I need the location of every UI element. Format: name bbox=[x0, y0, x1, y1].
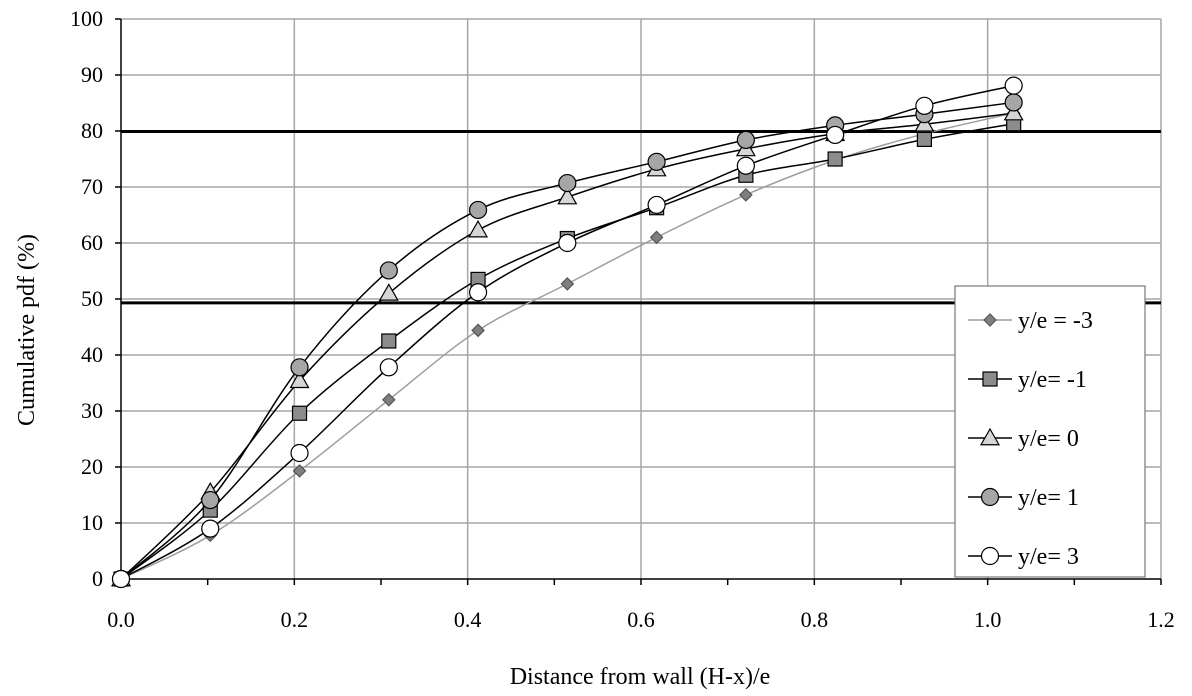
x-tick-label: 0.8 bbox=[801, 607, 829, 632]
data-point bbox=[647, 152, 666, 171]
data-point bbox=[916, 131, 933, 147]
series-4 bbox=[111, 93, 1023, 589]
data-point bbox=[1004, 76, 1023, 95]
data-point bbox=[379, 358, 398, 377]
series-5 bbox=[111, 76, 1023, 589]
data-point bbox=[736, 156, 755, 175]
data-point bbox=[826, 125, 845, 145]
data-point bbox=[1003, 102, 1024, 121]
data-point bbox=[560, 277, 575, 291]
y-tick-label: 80 bbox=[81, 118, 103, 143]
data-point bbox=[736, 130, 755, 150]
legend-label: y/e= 1 bbox=[1018, 485, 1079, 511]
y-tick-label: 60 bbox=[81, 230, 103, 255]
x-tick-label: 1.0 bbox=[974, 607, 1002, 632]
axes: 0 10 20 30 40 50 60 70 80 90 100 0.0 0.2 0.4 0.6 0.8 1.0… bbox=[70, 6, 1175, 632]
legend-marker bbox=[979, 427, 1001, 446]
series-layer bbox=[110, 76, 1024, 589]
data-point bbox=[558, 233, 577, 253]
y-tick-label: 30 bbox=[81, 398, 103, 423]
y-tick-label: 0 bbox=[92, 566, 103, 591]
data-point bbox=[381, 333, 397, 349]
legend-label: y/e= 3 bbox=[1018, 544, 1079, 570]
data-point bbox=[468, 219, 489, 238]
legend-marker bbox=[982, 371, 998, 387]
y-tick-label: 100 bbox=[70, 6, 103, 31]
data-point bbox=[649, 230, 664, 245]
x-axis-title: Distance from wall (H-x)/e bbox=[510, 664, 771, 690]
legend-marker bbox=[980, 546, 1000, 566]
x-tick-label: 0.0 bbox=[107, 607, 135, 632]
series-line bbox=[120, 112, 1014, 580]
data-point bbox=[739, 187, 753, 202]
legend-label: y/e = -3 bbox=[1018, 308, 1093, 334]
y-tick-label: 50 bbox=[81, 286, 103, 311]
data-point bbox=[379, 261, 398, 280]
y-tick-label: 20 bbox=[81, 454, 103, 479]
data-point bbox=[915, 96, 934, 115]
legend-marker bbox=[980, 487, 1000, 507]
legend: y/e = -3 y/e= -1 y/e= 0 y/e= 1 y/e= 3 bbox=[954, 285, 1146, 578]
legend-box bbox=[954, 285, 1146, 578]
data-point bbox=[468, 200, 488, 220]
data-point bbox=[290, 443, 309, 463]
data-point bbox=[1004, 93, 1023, 112]
data-point bbox=[291, 405, 308, 421]
data-point bbox=[468, 283, 488, 302]
y-tick-label: 70 bbox=[81, 174, 103, 199]
grid bbox=[121, 18, 1162, 579]
data-point bbox=[111, 569, 131, 589]
data-point bbox=[201, 519, 220, 538]
data-point bbox=[289, 370, 310, 389]
data-point bbox=[558, 173, 577, 193]
data-point bbox=[201, 490, 220, 510]
series-line bbox=[120, 122, 1014, 580]
data-point bbox=[471, 323, 485, 338]
x-tick-label: 1.2 bbox=[1147, 607, 1175, 632]
data-point bbox=[827, 151, 843, 167]
series-line bbox=[120, 101, 1014, 580]
data-point bbox=[292, 464, 307, 478]
legend-label: y/e= -1 bbox=[1018, 367, 1087, 393]
series-line bbox=[120, 84, 1014, 580]
data-point bbox=[290, 358, 309, 377]
x-tick-label: 0.2 bbox=[281, 607, 309, 632]
x-tick-label: 0.4 bbox=[454, 607, 482, 632]
y-axis-title: Cumulative pdf (%) bbox=[14, 234, 40, 426]
y-tick-label: 40 bbox=[81, 342, 103, 367]
data-point bbox=[557, 186, 578, 205]
data-point bbox=[647, 195, 666, 215]
data-point bbox=[378, 283, 399, 301]
legend-marker bbox=[983, 313, 997, 327]
series-2 bbox=[113, 116, 1022, 587]
legend-label: y/e= 0 bbox=[1018, 426, 1079, 452]
data-point bbox=[381, 392, 396, 407]
x-tick-label: 0.6 bbox=[627, 607, 655, 632]
y-tick-label: 10 bbox=[81, 510, 103, 535]
y-tick-label: 90 bbox=[81, 62, 103, 87]
